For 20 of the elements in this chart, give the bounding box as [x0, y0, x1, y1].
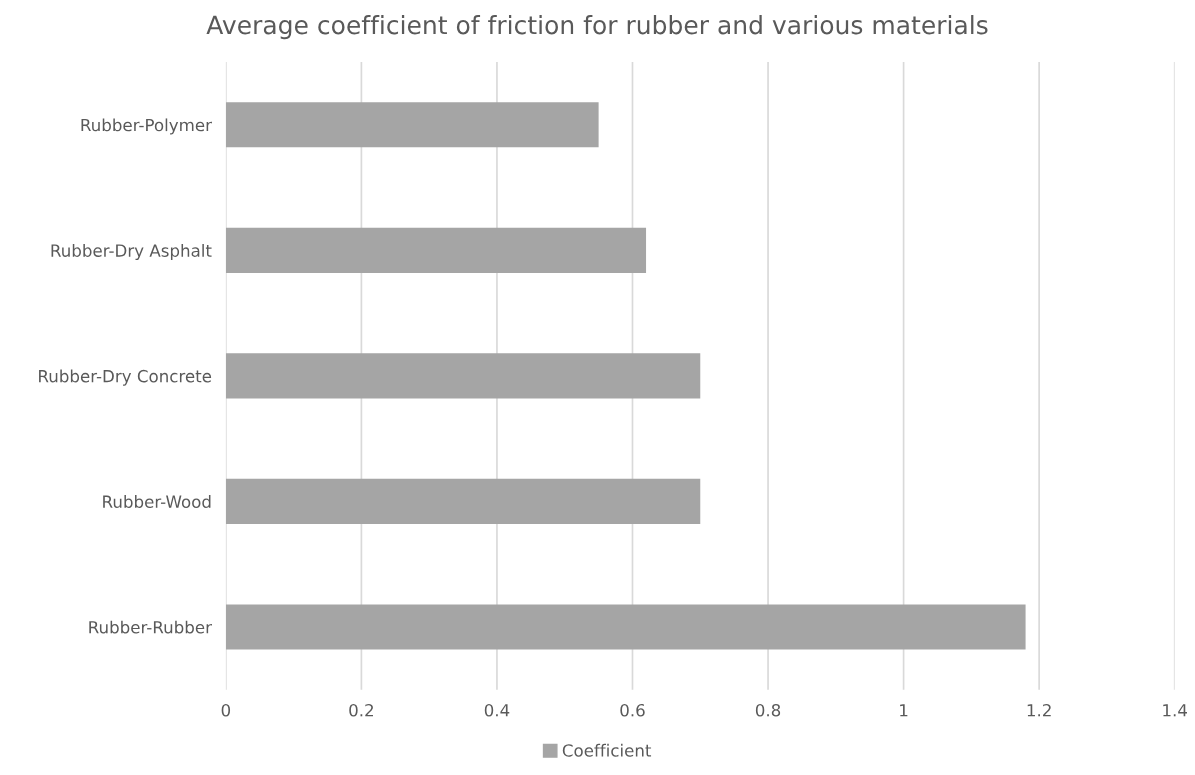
- x-tick-label: 0.6: [620, 703, 645, 717]
- chart-title: Average coefficient of friction for rubber and various materials: [206, 15, 988, 40]
- x-tick-label: 0: [221, 703, 231, 717]
- bar: [225, 604, 1026, 650]
- y-tick-label: Rubber-Rubber: [89, 620, 212, 634]
- x-tick-label: 1.4: [1163, 704, 1187, 717]
- x-tick-label: 1: [900, 704, 908, 717]
- x-tick-label: 1.2: [1027, 703, 1051, 717]
- y-tick-label: Rubber-Wood: [103, 495, 211, 508]
- bar: [225, 227, 647, 273]
- bar: [225, 353, 701, 399]
- y-tick-label: Rubber-Dry Asphalt: [51, 243, 212, 261]
- bar: [225, 102, 599, 148]
- bar: [225, 478, 701, 525]
- x-tick-label: 0.2: [349, 703, 373, 717]
- legend-label: Coefficient: [562, 743, 652, 757]
- x-tick-label: 0.8: [755, 703, 781, 717]
- y-tick-label: Rubber-Polymer: [81, 118, 212, 135]
- y-tick-label: Rubber-Dry Concrete: [39, 369, 212, 386]
- x-tick-label: 0.4: [484, 703, 510, 717]
